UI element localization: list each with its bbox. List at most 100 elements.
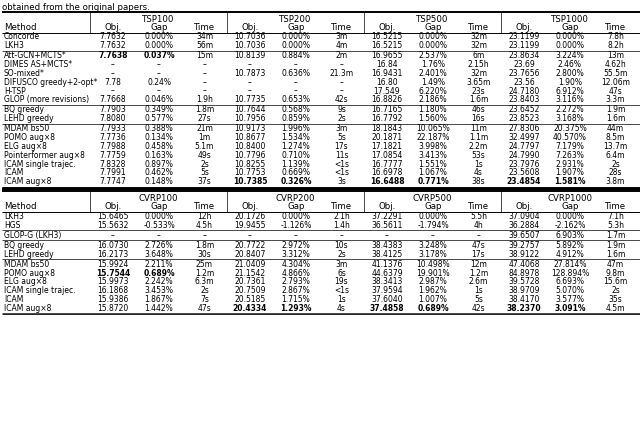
Text: 2.242%: 2.242% (145, 277, 173, 287)
Text: 128.894%: 128.894% (551, 269, 589, 278)
Text: <1s: <1s (334, 169, 349, 177)
Text: DIFUSCO greedy+2-opt*: DIFUSCO greedy+2-opt* (4, 78, 97, 87)
Text: 2.272%: 2.272% (556, 105, 584, 114)
Text: 3.312%: 3.312% (282, 249, 310, 259)
Text: 7.7632: 7.7632 (100, 41, 126, 50)
Text: 3.8m: 3.8m (606, 177, 625, 186)
Text: HGS: HGS (4, 220, 20, 230)
Text: 1.007%: 1.007% (419, 295, 447, 304)
Text: 6.912%: 6.912% (556, 87, 584, 96)
Text: –: – (340, 60, 344, 69)
Text: 7.8080: 7.8080 (100, 114, 126, 123)
Text: LEHD greedy: LEHD greedy (4, 249, 54, 259)
Text: Time: Time (605, 23, 626, 32)
Text: CVRP500: CVRP500 (413, 194, 452, 203)
Text: 32m: 32m (470, 69, 487, 78)
Text: 2.793%: 2.793% (282, 277, 310, 287)
Text: 6.693%: 6.693% (556, 277, 584, 287)
Text: 37.4858: 37.4858 (370, 304, 404, 313)
Text: –: – (203, 78, 207, 87)
Text: 0.653%: 0.653% (282, 95, 310, 104)
Text: 0.458%: 0.458% (145, 142, 173, 151)
Text: 3.224%: 3.224% (556, 51, 584, 60)
Text: 23.4854: 23.4854 (507, 177, 541, 186)
Text: –: – (157, 69, 161, 78)
Text: 11s: 11s (335, 151, 348, 160)
Text: 1.442%: 1.442% (145, 304, 173, 313)
Text: 16.6488: 16.6488 (370, 177, 404, 186)
Text: 16.7792: 16.7792 (371, 114, 403, 123)
Text: 5.3h: 5.3h (607, 220, 624, 230)
Text: 17.1821: 17.1821 (371, 142, 403, 151)
Text: –: – (157, 231, 161, 240)
Text: -1.126%: -1.126% (280, 220, 312, 230)
Text: H-TSP: H-TSP (4, 87, 26, 96)
Text: 7.7903: 7.7903 (100, 105, 126, 114)
Text: 1.2m: 1.2m (469, 269, 488, 278)
Text: 1.9m: 1.9m (606, 241, 625, 250)
Text: 8.5m: 8.5m (606, 133, 625, 142)
Text: –: – (385, 231, 389, 240)
Text: 13.7m: 13.7m (604, 142, 628, 151)
Text: 2.931%: 2.931% (556, 160, 584, 169)
Text: 0.163%: 0.163% (145, 151, 173, 160)
Text: 4s: 4s (337, 304, 346, 313)
Text: 27s: 27s (198, 114, 211, 123)
Text: 49s: 49s (198, 151, 211, 160)
Text: 7.263%: 7.263% (556, 151, 584, 160)
Text: 15.8720: 15.8720 (97, 304, 129, 313)
Text: 18.1843: 18.1843 (371, 124, 403, 133)
Text: 2s: 2s (611, 286, 620, 295)
Text: 3.577%: 3.577% (556, 295, 584, 304)
Text: –: – (431, 231, 435, 240)
Text: 10.8255: 10.8255 (234, 160, 266, 169)
Text: 23.69: 23.69 (513, 60, 535, 69)
Text: 0.689%: 0.689% (143, 269, 175, 278)
Text: 6s: 6s (337, 269, 346, 278)
Text: 1.907%: 1.907% (556, 169, 584, 177)
Text: Time: Time (468, 202, 489, 211)
Text: 7.7668: 7.7668 (100, 95, 126, 104)
Text: GLOP-G (LKH3): GLOP-G (LKH3) (4, 231, 61, 240)
Text: ICAM: ICAM (4, 295, 24, 304)
Text: 10.7956: 10.7956 (234, 114, 266, 123)
Text: 10s: 10s (335, 241, 348, 250)
Text: Time: Time (194, 23, 215, 32)
Text: Obj.: Obj. (515, 23, 532, 32)
Text: CVRP200: CVRP200 (276, 194, 316, 203)
Text: 32m: 32m (470, 41, 487, 50)
Text: 39.5728: 39.5728 (508, 277, 540, 287)
Text: 15.9924: 15.9924 (97, 260, 129, 269)
Text: GLOP (more revisions): GLOP (more revisions) (4, 95, 89, 104)
Text: 1.715%: 1.715% (282, 295, 310, 304)
Text: 10.7753: 10.7753 (234, 169, 266, 177)
Text: 0.859%: 0.859% (282, 114, 310, 123)
Text: ELG aug×8: ELG aug×8 (4, 277, 47, 287)
Text: 40.570%: 40.570% (553, 133, 587, 142)
Text: 15.7544: 15.7544 (96, 269, 130, 278)
Text: 21.0409: 21.0409 (234, 260, 266, 269)
Text: 3.116%: 3.116% (556, 95, 584, 104)
Text: 20.7722: 20.7722 (234, 241, 266, 250)
Text: 0.577%: 0.577% (145, 114, 173, 123)
Text: –: – (203, 87, 207, 96)
Text: 32.4997: 32.4997 (508, 133, 540, 142)
Text: 84.8978: 84.8978 (508, 269, 540, 278)
Text: 20.4334: 20.4334 (233, 304, 267, 313)
Text: –: – (340, 87, 344, 96)
Text: –: – (203, 60, 207, 69)
Text: Obj.: Obj. (104, 202, 122, 211)
Text: 3s: 3s (337, 177, 346, 186)
Text: 0.636%: 0.636% (282, 69, 310, 78)
Text: LEHD greedy: LEHD greedy (4, 114, 54, 123)
Text: 4m: 4m (335, 41, 348, 50)
Text: 12h: 12h (197, 212, 212, 221)
Text: 0.046%: 0.046% (145, 95, 173, 104)
Text: 41.1376: 41.1376 (371, 260, 403, 269)
Text: –: – (294, 60, 298, 69)
Text: –: – (203, 231, 207, 240)
Text: 23.5608: 23.5608 (508, 169, 540, 177)
Text: 7.7988: 7.7988 (100, 142, 126, 151)
Text: 3m: 3m (335, 260, 348, 269)
Text: 2.6m: 2.6m (469, 277, 488, 287)
